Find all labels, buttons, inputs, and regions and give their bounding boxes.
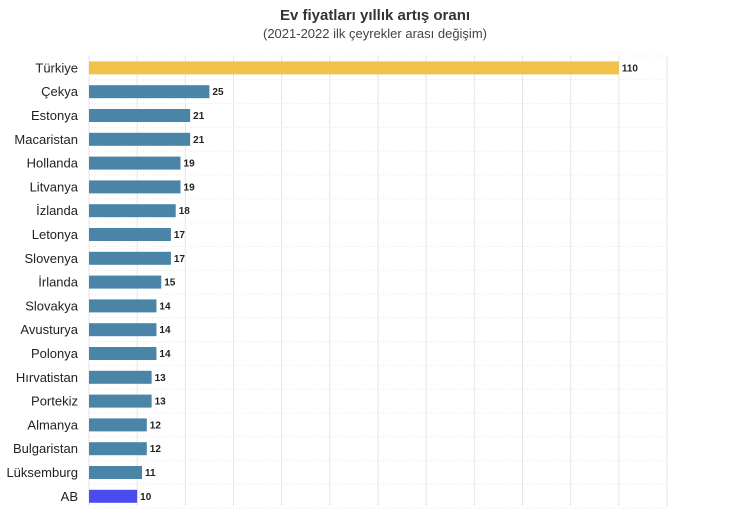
category-label: İzlanda: [36, 203, 79, 218]
chart-title: Ev fiyatları yıllık artış oranı: [279, 7, 471, 24]
value-label: 11: [145, 468, 156, 479]
category-label: Avusturya: [20, 322, 78, 337]
bar: [89, 251, 171, 265]
chart-subtitle: (2021-2022 ilk çeyrekler arası değişim): [263, 26, 487, 41]
value-label: 110: [622, 63, 639, 74]
value-label: 17: [174, 254, 186, 265]
value-label: 13: [155, 373, 167, 384]
value-label: 13: [155, 397, 167, 408]
value-label: 18: [179, 206, 191, 217]
category-label: Estonya: [31, 108, 79, 123]
category-label: İrlanda: [38, 275, 79, 290]
bar: [89, 228, 171, 241]
category-label: Almanya: [27, 417, 78, 432]
category-label: Litvanya: [30, 179, 79, 194]
value-label: 12: [150, 444, 162, 455]
category-label: AB: [61, 489, 78, 504]
category-label: Bulgaristan: [13, 441, 78, 456]
category-label: Hollanda: [27, 156, 79, 171]
bar: [89, 156, 181, 170]
bar: [89, 275, 162, 289]
category-label: Slovenya: [25, 251, 79, 266]
category-label: Letonya: [32, 227, 79, 242]
bar: [89, 442, 147, 456]
bar: [89, 299, 157, 313]
value-label: 21: [193, 111, 205, 122]
value-label: 10: [140, 492, 152, 503]
category-label: Portekiz: [31, 394, 78, 409]
value-label: 19: [184, 182, 196, 193]
value-label: 25: [212, 87, 224, 98]
bar: [89, 180, 181, 194]
bar: [89, 204, 176, 218]
value-label: 21: [193, 135, 205, 146]
bar: [89, 61, 619, 75]
value-label: 14: [159, 349, 171, 360]
value-label: 14: [159, 325, 171, 336]
category-label: Lüksemburg: [6, 465, 78, 480]
bar: [89, 109, 191, 122]
bar: [89, 132, 191, 146]
category-label: Hırvatistan: [16, 370, 78, 385]
bars-group: Türkiye 110 Çekya 25 Estonya 21 Macaristan 21 Ho…: [6, 60, 638, 503]
bar: [89, 370, 152, 384]
category-label: Macaristan: [14, 132, 78, 147]
bar: [89, 85, 210, 99]
bar: [89, 347, 157, 360]
value-label: 17: [174, 230, 186, 241]
category-label: Türkiye: [35, 60, 78, 75]
value-label: 15: [164, 278, 176, 289]
category-label: Slovakya: [25, 298, 79, 313]
grid-lines: [88, 55, 668, 509]
bar: [89, 489, 138, 503]
category-label: Çekya: [41, 84, 79, 99]
value-label: 14: [159, 301, 171, 312]
bar: [89, 323, 157, 337]
value-label: 19: [184, 159, 196, 170]
category-label: Polonya: [31, 346, 79, 361]
value-label: 12: [150, 420, 162, 431]
bar: [89, 418, 147, 432]
bar: [89, 466, 142, 479]
bar: [89, 394, 152, 408]
